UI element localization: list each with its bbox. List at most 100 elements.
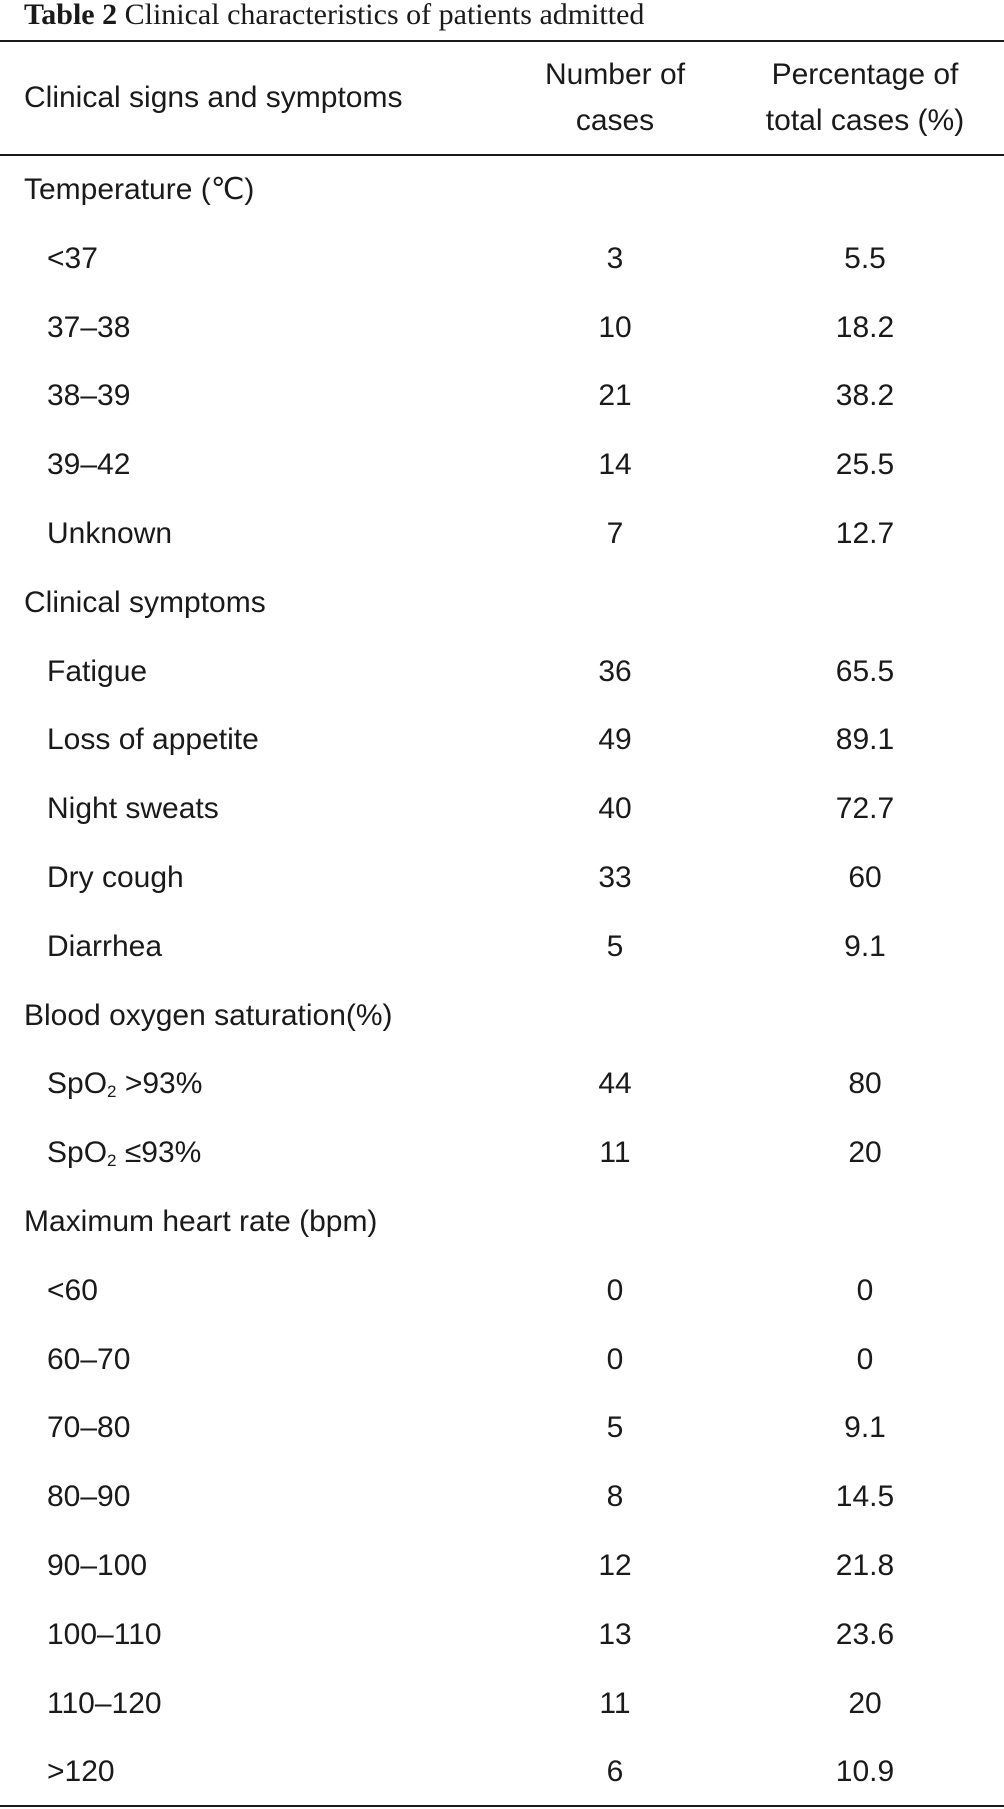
table-row: Fatigue 36 65.5 (0, 638, 1004, 707)
cell-percentage: 60 (848, 860, 882, 894)
header-label: Clinical signs and symptoms (24, 81, 403, 114)
cell-percentage: 10.9 (835, 1755, 895, 1789)
cell-percentage: 89.1 (835, 723, 895, 757)
cell-number-of-cases: 12 (598, 1548, 632, 1582)
row-label: 39–42 (47, 448, 131, 482)
table-row: 70–80 5 9.1 (0, 1394, 1004, 1463)
cell-percentage: 0 (856, 1273, 874, 1307)
row-label: Dry cough (47, 860, 184, 894)
cell-number-of-cases: 3 (606, 241, 624, 275)
table-row: <60 0 0 (0, 1257, 1004, 1326)
cell-percentage: 65.5 (835, 654, 895, 688)
table-row: >120 6 10.9 (0, 1738, 1004, 1807)
cell-number-of-cases: 6 (606, 1755, 624, 1789)
table-row: 90–100 12 21.8 (0, 1532, 1004, 1601)
cell-percentage: 14.5 (835, 1480, 895, 1514)
row-label: Loss of appetite (47, 723, 259, 757)
row-label: SpO2 >93% (47, 1050, 202, 1119)
cell-percentage: 20 (848, 1686, 882, 1720)
table-section-row: Clinical symptoms (0, 569, 1004, 638)
header-number-line-2: cases (575, 104, 655, 137)
row-label: <37 (47, 241, 98, 275)
cell-number-of-cases: 49 (598, 723, 632, 757)
table-section-row: Temperature (℃) (0, 156, 1004, 225)
row-label-suffix: >93% (116, 1067, 203, 1101)
cell-percentage: 23.6 (835, 1617, 895, 1651)
bottom-rule (0, 1805, 1004, 1807)
row-label: 37–38 (47, 310, 131, 344)
table-row: Unknown 7 12.7 (0, 500, 1004, 569)
cell-number-of-cases: 40 (598, 792, 632, 826)
cell-number-of-cases: 10 (598, 310, 632, 344)
table-row: SpO2 >93% 44 80 (0, 1050, 1004, 1119)
cell-percentage: 9.1 (844, 929, 886, 963)
row-label: Night sweats (47, 792, 219, 826)
section-label: Blood oxygen saturation(%) (24, 998, 393, 1032)
table-row: 60–70 0 0 (0, 1326, 1004, 1395)
cell-percentage: 12.7 (835, 516, 895, 550)
header-rule (0, 154, 1004, 156)
table-section-row: Maximum heart rate (bpm) (0, 1188, 1004, 1257)
top-rule (0, 40, 1004, 42)
cell-number-of-cases: 0 (606, 1342, 624, 1376)
cell-number-of-cases: 44 (598, 1067, 632, 1101)
row-label: Fatigue (47, 654, 148, 688)
cell-percentage: 21.8 (835, 1548, 895, 1582)
table-row: 37–38 10 18.2 (0, 294, 1004, 363)
cell-percentage: 18.2 (835, 310, 895, 344)
table-row: 100–110 13 23.6 (0, 1601, 1004, 1670)
row-label: 90–100 (47, 1548, 148, 1582)
cell-number-of-cases: 21 (598, 379, 632, 413)
cell-number-of-cases: 14 (598, 448, 632, 482)
row-label: 110–120 (47, 1686, 162, 1720)
section-label: Clinical symptoms (24, 585, 266, 619)
row-label: 38–39 (47, 379, 131, 413)
table-title: Clinical characteristics of patients adm… (124, 0, 645, 31)
row-label-text: SpO (47, 1067, 108, 1101)
row-label-subscript: 2 (107, 1151, 117, 1171)
table-body: Temperature (℃) <37 3 5.5 37–38 10 18.2 38–39 21… (0, 156, 1004, 1807)
row-label: 70–80 (47, 1411, 131, 1445)
row-label: SpO2 ≤93% (47, 1119, 201, 1188)
table-row: 39–42 14 25.5 (0, 431, 1004, 500)
row-label: <60 (47, 1273, 98, 1307)
cell-percentage: 9.1 (844, 1411, 886, 1445)
cell-percentage: 5.5 (844, 241, 886, 275)
header-number-of-cases: Number of cases (520, 52, 710, 144)
cell-percentage: 20 (848, 1136, 882, 1170)
header-percentage-line-2: total cases (%) (765, 104, 965, 137)
cell-number-of-cases: 8 (606, 1480, 624, 1514)
cell-number-of-cases: 11 (599, 1686, 631, 1720)
header-percentage-line-1: Percentage of (771, 58, 959, 91)
row-label-text: SpO (47, 1136, 108, 1170)
table-row: Night sweats 40 72.7 (0, 775, 1004, 844)
cell-number-of-cases: 5 (606, 1411, 624, 1445)
table-number: Table 2 (24, 0, 118, 31)
table-caption: Table 2 Clinical characteristics of pati… (24, 0, 644, 40)
cell-percentage: 38.2 (835, 379, 895, 413)
cell-number-of-cases: 5 (606, 929, 624, 963)
cell-percentage: 25.5 (835, 448, 895, 482)
section-label: Temperature (℃) (24, 173, 255, 206)
row-label: 100–110 (47, 1617, 162, 1651)
cell-number-of-cases: 11 (599, 1136, 631, 1170)
header-percentage: Percentage of total cases (%) (730, 52, 1000, 144)
table-row: Diarrhea 5 9.1 (0, 913, 1004, 982)
table-row: 38–39 21 38.2 (0, 362, 1004, 431)
table-row: <37 3 5.5 (0, 225, 1004, 294)
cell-number-of-cases: 33 (598, 860, 632, 894)
row-label: Diarrhea (47, 929, 163, 963)
cell-percentage: 72.7 (835, 792, 895, 826)
row-label: 60–70 (47, 1342, 131, 1376)
row-label: Unknown (47, 516, 173, 550)
header-number-line-1: Number of (544, 58, 686, 91)
row-label-suffix: ≤93% (116, 1136, 202, 1170)
table-row: SpO2 ≤93% 11 20 (0, 1119, 1004, 1188)
table-row: Dry cough 33 60 (0, 844, 1004, 913)
table-row: 110–120 11 20 (0, 1670, 1004, 1739)
cell-percentage: 0 (856, 1342, 874, 1376)
cell-number-of-cases: 7 (606, 516, 624, 550)
table-section-row: Blood oxygen saturation(%) (0, 982, 1004, 1051)
table-header: Clinical signs and symptoms Number of ca… (0, 42, 1004, 154)
cell-number-of-cases: 13 (598, 1617, 632, 1651)
